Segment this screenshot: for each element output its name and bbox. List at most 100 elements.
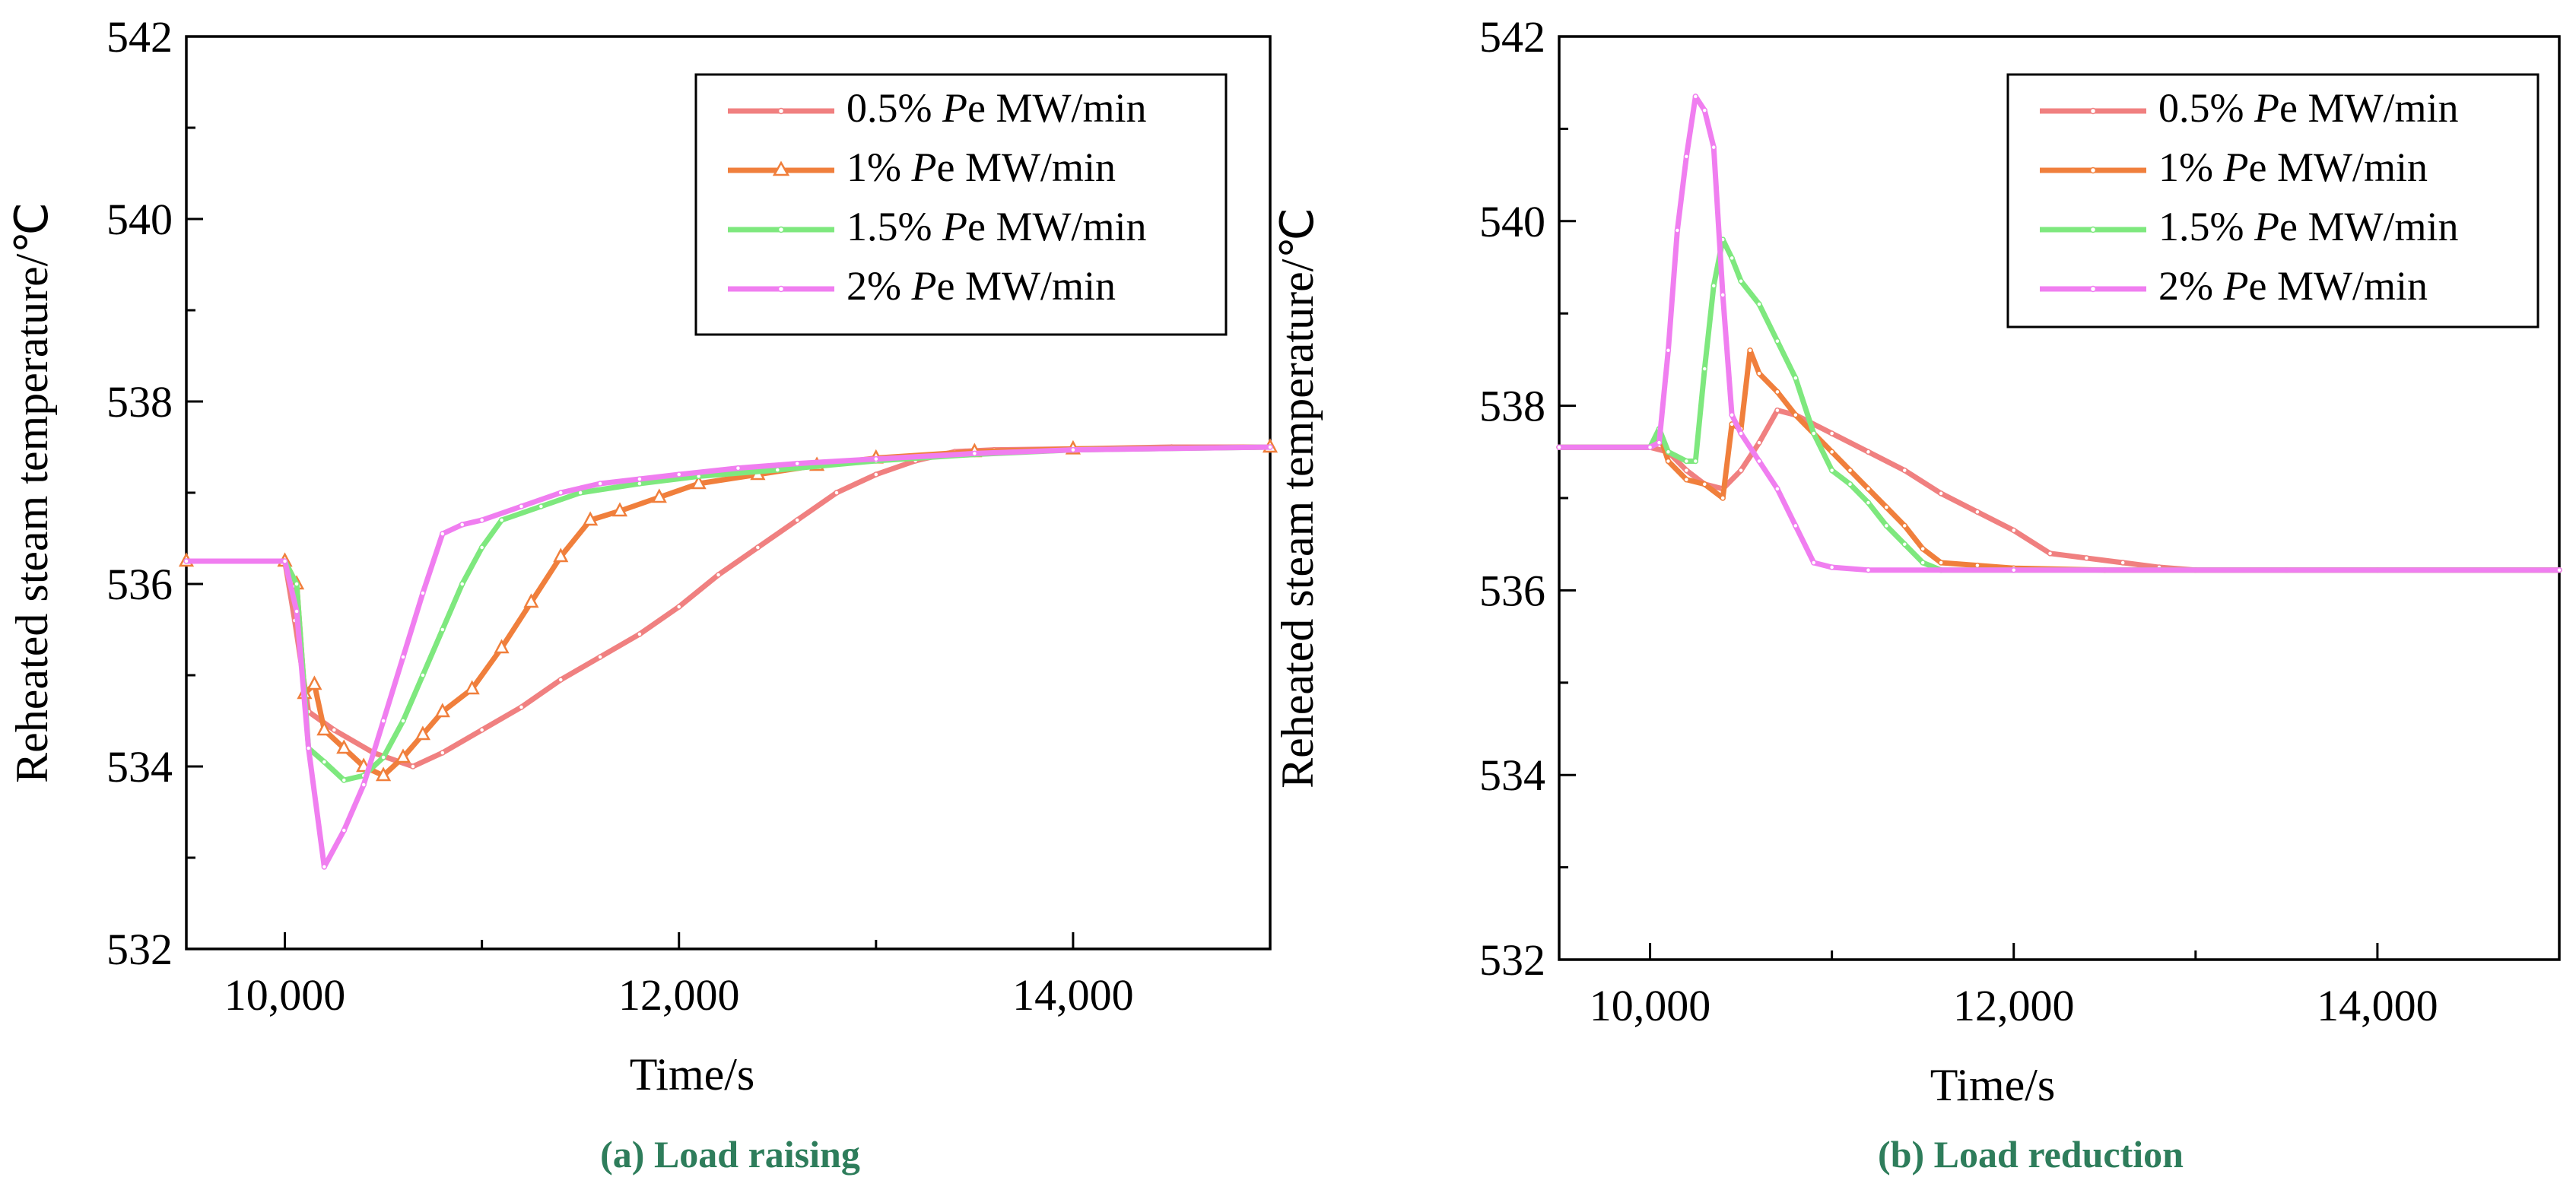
data-point [1756,440,1762,446]
y-tick-label: 532 [106,925,173,974]
data-point [321,759,328,765]
data-point [341,827,348,833]
data-point [1710,144,1717,151]
legend-label: 1% Pe MW/min [846,144,1116,190]
data-point [498,517,505,523]
data-point [341,777,348,783]
legend-item: 1% Pe MW/min [2040,144,2428,190]
data-point [1692,94,1699,100]
data-point [675,604,682,610]
legend-marker [2089,285,2097,293]
data-point [1774,338,1780,344]
x-tick-label: 10,000 [224,970,346,1020]
data-point [611,502,628,517]
data-point [518,503,525,509]
data-point [1865,486,1872,492]
data-point [1883,504,1890,510]
data-point [478,544,485,551]
data-point [294,608,300,614]
data-point [1901,522,1908,529]
legend-item: 2% Pe MW/min [2040,263,2428,309]
data-point [321,864,328,870]
data-point [361,782,367,788]
x-tick-label: 14,000 [2317,981,2438,1030]
panel-caption: (a) Load raising [600,1133,860,1176]
data-point [1793,522,1799,529]
data-point [395,748,411,763]
data-point [583,511,599,526]
data-point [1683,458,1690,465]
y-tick-label: 536 [1479,566,1545,615]
data-point [307,675,322,690]
legend-item: 0.5% Pe MW/min [728,85,1146,131]
legend-label: 1% Pe MW/min [2158,144,2428,190]
legend-item: 0.5% Pe MW/min [2040,85,2458,131]
data-point [1267,444,1273,450]
y-tick-label: 534 [1479,750,1545,800]
legend-label: 1.5% Pe MW/min [846,204,1146,249]
data-point [794,460,800,467]
legend-item: 2% Pe MW/min [728,263,1116,309]
data-point [440,531,446,537]
legend-marker [777,226,785,233]
data-point [1665,449,1672,455]
data-point [478,517,485,523]
series-3 [1556,94,2562,573]
data-point [376,766,392,782]
y-tick-label: 542 [106,12,173,62]
series-line [1556,347,2562,573]
y-tick-label: 540 [1479,197,1545,246]
data-point [597,654,603,660]
data-point [1828,467,1835,474]
data-point [1810,560,1817,566]
data-point [774,467,781,473]
series-line [183,444,1273,870]
data-point [1674,227,1681,233]
data-point [1710,283,1717,289]
panel-load-reduction: 532 534 536 538 540 542 10,000 12,000 14,000 Time… [1272,12,2562,1176]
y-tick-label: 538 [1479,382,1545,431]
data-point [1683,154,1690,160]
data-point [1793,411,1799,418]
data-point [518,704,525,710]
data-point [1738,278,1744,284]
data-point [1865,449,1872,455]
data-point [557,490,564,496]
data-point [1847,481,1853,487]
legend-marker [2089,167,2097,174]
data-point [1828,430,1835,436]
data-point [1070,446,1076,453]
legend: 0.5% Pe MW/min 1% Pe MW/min 1.5% Pe MW/min… [694,73,1228,336]
data-point [675,471,682,478]
y-tick-label: 540 [106,195,173,244]
data-point [1738,467,1744,474]
data-point [1865,566,1872,573]
data-point [1774,389,1780,395]
data-point [794,517,800,523]
data-point [1901,467,1908,474]
legend-marker [2089,226,2097,233]
data-point [380,718,386,724]
data-point [1756,301,1762,307]
data-point [459,581,465,587]
data-point [336,739,352,754]
data-point [1938,560,1944,566]
x-axis-title: Time/s [1930,1060,2056,1110]
x-tick-label: 14,000 [1012,970,1134,1020]
data-point [735,465,742,471]
data-point [1747,347,1753,354]
legend-label: 2% Pe MW/min [2158,263,2428,309]
legend-marker [772,160,790,176]
legend: 0.5% Pe MW/min 1% Pe MW/min 1.5% Pe MW/min… [2006,73,2539,328]
data-point [1701,366,1708,372]
data-point [1701,481,1708,487]
data-point [1774,486,1780,492]
data-point [1729,411,1735,418]
panel-caption: (b) Load reduction [1878,1133,2184,1176]
data-point [1738,430,1744,436]
x-axis-title: Time/s [630,1049,755,1100]
data-point [410,763,416,770]
data-point [1974,562,1980,569]
y-tick-label: 538 [106,377,173,427]
